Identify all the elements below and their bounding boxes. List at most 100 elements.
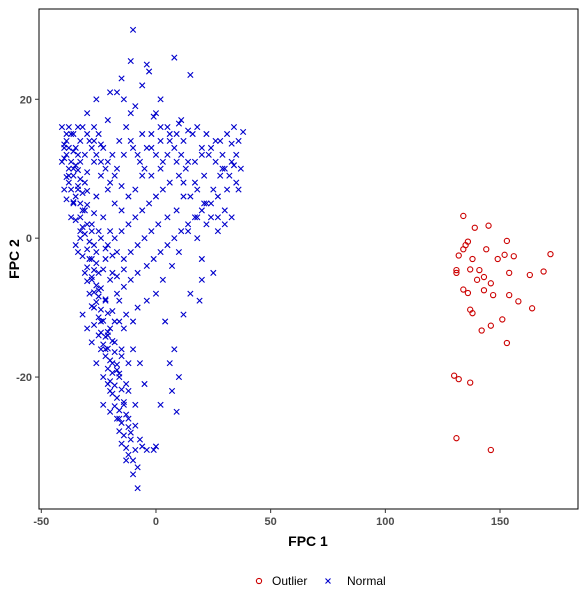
- point-normal: [113, 394, 121, 401]
- point-normal: [113, 290, 121, 297]
- point-normal: [109, 369, 116, 376]
- point-normal: [95, 130, 102, 138]
- point-outlier: [467, 379, 474, 386]
- point-normal: [173, 408, 180, 415]
- point-normal: [166, 179, 173, 186]
- point-normal: [123, 444, 130, 451]
- point-normal: [221, 221, 228, 228]
- point-normal: [97, 158, 105, 165]
- point-normal: [120, 398, 127, 406]
- point-normal: [228, 140, 235, 147]
- point-normal: [72, 217, 79, 224]
- point-normal: [61, 155, 68, 162]
- point-outlier: [515, 298, 522, 305]
- point-normal: [235, 137, 242, 145]
- point-normal: [228, 158, 235, 165]
- point-normal: [65, 144, 72, 151]
- point-normal: [210, 186, 217, 193]
- point-outlier: [464, 289, 472, 297]
- point-normal: [175, 248, 182, 256]
- point-normal: [194, 123, 201, 131]
- point-normal: [81, 207, 88, 214]
- point-normal: [164, 123, 171, 131]
- point-normal: [175, 172, 182, 179]
- point-normal: [189, 130, 196, 138]
- point-normal: [228, 214, 235, 221]
- point-normal: [104, 242, 111, 249]
- point-normal: [194, 186, 201, 193]
- point-normal: [116, 297, 123, 304]
- point-normal: [118, 386, 125, 393]
- point-normal: [166, 137, 173, 145]
- point-normal: [157, 165, 164, 172]
- point-normal: [68, 130, 75, 138]
- point-normal: [173, 130, 180, 138]
- point-normal: [162, 318, 169, 325]
- point-normal: [136, 360, 144, 367]
- point-normal: [129, 346, 137, 353]
- point-normal: [100, 214, 107, 221]
- point-normal: [180, 137, 187, 145]
- point-normal: [155, 221, 162, 228]
- point-normal: [152, 110, 160, 117]
- point-normal: [143, 446, 150, 454]
- point-normal: [95, 332, 102, 339]
- point-normal: [139, 443, 146, 450]
- point-normal: [84, 169, 91, 176]
- point-normal: [102, 165, 109, 172]
- point-normal: [118, 75, 125, 82]
- point-normal: [109, 269, 116, 276]
- point-normal: [125, 387, 132, 395]
- point-outlier: [487, 280, 494, 287]
- point-normal: [113, 273, 121, 280]
- point-normal: [136, 158, 144, 165]
- point-normal: [125, 423, 132, 431]
- point-normal: [77, 214, 84, 221]
- point-normal: [180, 179, 187, 186]
- point-normal: [79, 223, 86, 231]
- point-normal: [132, 103, 139, 110]
- point-normal: [132, 214, 139, 221]
- point-normal: [207, 144, 215, 151]
- point-normal: [178, 117, 185, 124]
- point-normal: [88, 221, 95, 228]
- point-normal: [159, 186, 166, 193]
- point-normal: [127, 110, 134, 117]
- point-normal: [63, 137, 70, 145]
- point-normal: [70, 198, 77, 206]
- point-normal: [235, 186, 242, 193]
- point-normal: [90, 137, 98, 145]
- point-normal: [79, 189, 86, 197]
- point-normal: [72, 242, 79, 249]
- point-normal: [118, 207, 125, 214]
- point-normal: [198, 255, 205, 263]
- point-normal: [118, 353, 125, 360]
- point-normal: [196, 297, 203, 304]
- point-normal: [198, 276, 205, 283]
- point-outlier: [501, 251, 508, 258]
- point-normal: [70, 130, 77, 138]
- point-normal: [74, 151, 82, 158]
- point-normal: [118, 419, 125, 426]
- point-normal: [207, 214, 215, 221]
- point-normal: [139, 82, 146, 89]
- point-normal: [184, 228, 192, 235]
- point-normal: [63, 130, 70, 138]
- point-normal: [77, 200, 84, 207]
- point-normal: [77, 235, 84, 242]
- point-outlier: [487, 446, 494, 454]
- point-normal: [74, 186, 82, 193]
- point-normal: [88, 228, 95, 235]
- point-normal: [104, 117, 111, 124]
- point-normal: [120, 255, 127, 263]
- point-normal: [93, 260, 100, 267]
- point-normal: [118, 346, 125, 353]
- point-normal: [74, 123, 82, 131]
- point-normal: [120, 283, 127, 290]
- point-normal: [233, 179, 240, 186]
- point-normal: [88, 276, 95, 283]
- y-tick-label: 0: [26, 233, 32, 245]
- point-normal: [201, 200, 208, 207]
- point-normal: [152, 151, 160, 158]
- point-normal: [84, 187, 91, 195]
